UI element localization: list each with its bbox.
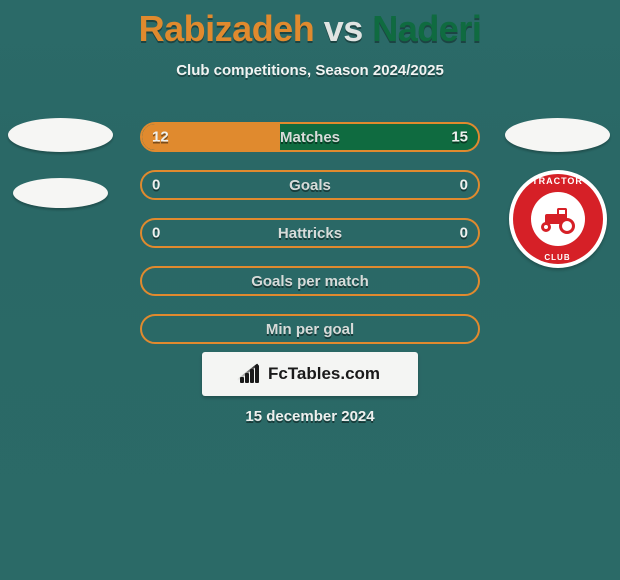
stat-value-right: 0 [460, 225, 468, 242]
player2-club-placeholder-1 [505, 118, 610, 152]
player1-name: Rabizadeh [139, 8, 315, 49]
bar-chart-icon [240, 365, 262, 383]
stat-row-min-per-goal: Min per goal [140, 314, 480, 344]
stat-label: Goals [289, 177, 331, 194]
stat-row-hattricks: 0 Hattricks 0 [140, 218, 480, 248]
player1-club-placeholder-1 [8, 118, 113, 152]
stat-value-right: 0 [460, 177, 468, 194]
player2-name: Naderi [372, 8, 481, 49]
tractor-icon [539, 210, 579, 234]
stat-value-right: 15 [451, 129, 468, 146]
stat-row-goals: 0 Goals 0 [140, 170, 480, 200]
player2-club-badge: TRACTOR CLUB [509, 170, 607, 268]
comparison-title: Rabizadeh vs Naderi [0, 0, 620, 50]
player2-badges: TRACTOR CLUB [505, 118, 610, 268]
stat-label: Hattricks [278, 225, 342, 242]
stat-label: Matches [280, 129, 340, 146]
brand-text: FcTables.com [268, 364, 380, 384]
club-badge-bottom-text: CLUB [509, 253, 607, 262]
subtitle: Club competitions, Season 2024/2025 [0, 62, 620, 79]
stat-value-left: 12 [152, 129, 169, 146]
stat-value-left: 0 [152, 177, 160, 194]
stat-label: Min per goal [266, 321, 354, 338]
player1-club-placeholder-2 [13, 178, 108, 208]
player1-badges [8, 118, 113, 208]
stat-value-left: 0 [152, 225, 160, 242]
club-badge-top-text: TRACTOR [509, 176, 607, 186]
snapshot-date: 15 december 2024 [0, 408, 620, 425]
stat-row-goals-per-match: Goals per match [140, 266, 480, 296]
vs-text: vs [324, 8, 363, 49]
stat-row-matches: 12 Matches 15 [140, 122, 480, 152]
stat-label: Goals per match [251, 273, 369, 290]
stats-rows: 12 Matches 15 0 Goals 0 0 Hattricks 0 Go… [140, 122, 480, 344]
brand-badge: FcTables.com [202, 352, 418, 396]
